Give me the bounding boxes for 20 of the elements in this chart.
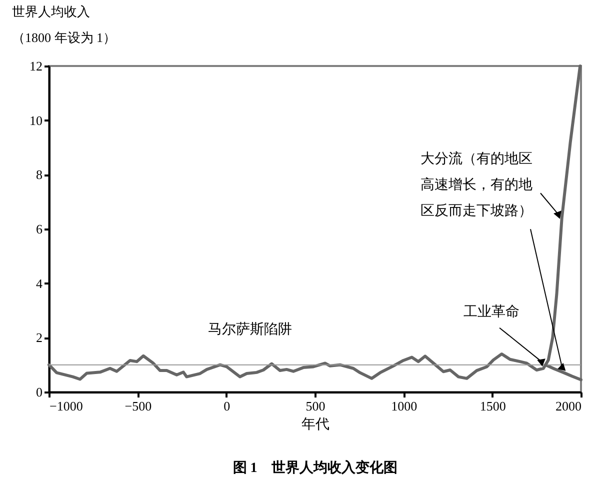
annotation: 工业革命 [464,304,520,320]
x-tick-label: 1000 [391,398,418,414]
y-tick-label: 2 [36,330,42,346]
y-tick-label: 6 [36,222,43,236]
y-axis-title: 世界人均收入（1800 年设为 1） [12,4,116,45]
x-tick-label: −1000 [50,398,83,414]
y-tick-label: 10 [30,112,42,128]
y-tick-label: 12 [30,58,42,74]
x-tick-label: 0 [224,398,230,414]
annotation: 大分流（有的地区高速增长，有的地区反而走下坡路） [420,151,532,220]
y-tick-label: 4 [36,276,43,291]
x-tick-label: 1500 [480,398,506,414]
x-tick-label: −500 [124,398,152,414]
x-tick-label: 2000 [556,398,582,414]
y-tick-label: 0 [36,384,42,400]
y-tick-label: 8 [36,167,42,182]
text: 图 1 世界人均收入变化图 [232,459,398,476]
annotation: 马尔萨斯陷阱 [208,322,292,338]
x-tick-label: 500 [306,398,326,414]
x-axis-title: 年代 [302,416,330,432]
